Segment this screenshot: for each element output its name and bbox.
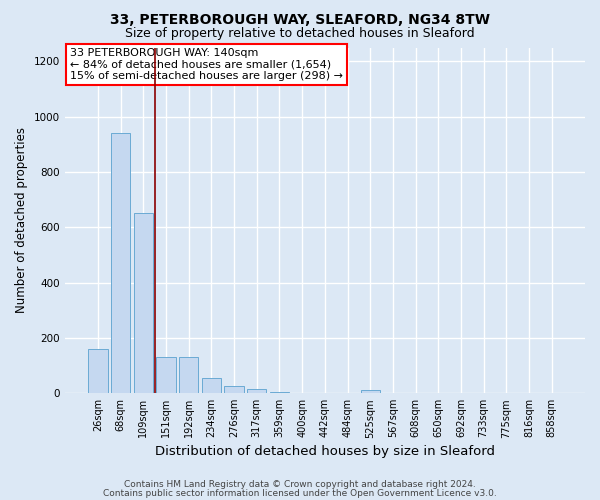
Bar <box>338 392 357 393</box>
Text: 33, PETERBOROUGH WAY, SLEAFORD, NG34 8TW: 33, PETERBOROUGH WAY, SLEAFORD, NG34 8TW <box>110 12 490 26</box>
Bar <box>315 392 334 393</box>
Bar <box>293 392 312 393</box>
Y-axis label: Number of detached properties: Number of detached properties <box>15 128 28 314</box>
Text: Size of property relative to detached houses in Sleaford: Size of property relative to detached ho… <box>125 28 475 40</box>
Bar <box>111 133 130 393</box>
Bar <box>134 214 153 393</box>
Bar <box>270 392 289 393</box>
Bar <box>179 357 199 393</box>
Bar <box>202 378 221 393</box>
Bar <box>157 357 176 393</box>
Text: 33 PETERBOROUGH WAY: 140sqm
← 84% of detached houses are smaller (1,654)
15% of : 33 PETERBOROUGH WAY: 140sqm ← 84% of det… <box>70 48 343 80</box>
Text: Contains public sector information licensed under the Open Government Licence v3: Contains public sector information licen… <box>103 488 497 498</box>
Bar <box>361 390 380 393</box>
Bar <box>247 389 266 393</box>
Bar <box>224 386 244 393</box>
Text: Contains HM Land Registry data © Crown copyright and database right 2024.: Contains HM Land Registry data © Crown c… <box>124 480 476 489</box>
X-axis label: Distribution of detached houses by size in Sleaford: Distribution of detached houses by size … <box>155 444 495 458</box>
Bar <box>88 349 107 393</box>
